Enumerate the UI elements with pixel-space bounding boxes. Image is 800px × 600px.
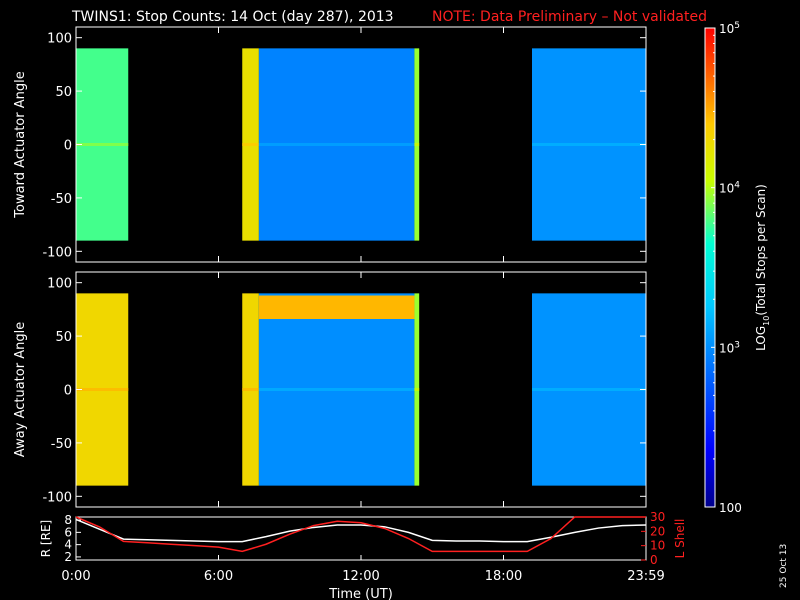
orbit-xlabel: Time (UT): [328, 587, 393, 600]
orbit-ylabel-right: L Shell: [673, 519, 687, 559]
toward-ytick-label: -100: [42, 245, 72, 260]
away-zero-stripe: [76, 388, 129, 391]
toward-zero-stripe: [242, 143, 259, 146]
toward-zero-stripe: [414, 143, 420, 146]
away-panel: 100 50 0 -50 -100 Away Actuator Angle: [13, 271, 647, 508]
orbit-xtick-label: 18:00: [485, 569, 522, 584]
orbit-left-ytick-label: 8: [64, 513, 72, 527]
page-title: TWINS1: Stop Counts: 14 Oct (day 287), 2…: [71, 9, 394, 25]
away-high-count-band: [258, 295, 415, 319]
orbit-left-ytick-label: 2: [64, 550, 72, 564]
orbit-right-ytick-label: 20: [650, 524, 665, 538]
colorbar-tick-label: 103: [719, 340, 740, 355]
orbit-xtick-label: 23:59: [627, 569, 664, 584]
toward-zero-stripe: [532, 143, 646, 146]
away-ylabel: Away Actuator Angle: [13, 322, 28, 457]
colorbar: 105 104 103 100 LOG10(Total Stops per Scan): [704, 21, 771, 515]
toward-ytick-label: 100: [47, 32, 72, 47]
colorbar-tick-label: 105: [719, 21, 740, 36]
orbit-right-ytick-label: 10: [650, 539, 665, 553]
orbit-right-ytick-label: 0: [650, 553, 658, 567]
away-zero-stripe: [242, 388, 259, 391]
toward-ylabel: Toward Actuator Angle: [13, 71, 28, 218]
orbit-xtick-label: 12:00: [342, 569, 379, 584]
colorbar-tick-label: 104: [719, 181, 740, 196]
toward-zero-stripe: [258, 143, 415, 146]
toward-panel: 100 50 0 -50 -100 Toward Actuator Angle: [13, 26, 647, 263]
orbit-right-ytick-label: 30: [650, 510, 665, 524]
toward-ytick-label: 50: [55, 85, 72, 100]
preliminary-note: NOTE: Data Preliminary – Not validated: [432, 9, 707, 25]
colorbar-tick-label: 100: [719, 501, 742, 515]
toward-zero-stripe: [76, 143, 129, 146]
r-series-line: [75, 518, 647, 543]
orbit-left-ytick-label: 4: [64, 538, 72, 552]
away-zero-stripe: [258, 388, 415, 391]
orbit-left-ytick-label: 6: [64, 525, 72, 539]
orbit-ylabel-left: R [RE]: [39, 520, 53, 557]
away-ytick-label: 100: [47, 277, 72, 292]
away-zero-stripe: [532, 388, 646, 391]
away-zero-stripe: [414, 388, 420, 391]
toward-ytick-label: -50: [51, 192, 72, 207]
orbit-xtick-label: 0:00: [61, 569, 90, 584]
footer-date: 25 Oct 13: [779, 544, 789, 588]
away-ytick-label: 50: [55, 330, 72, 345]
colorbar-label: LOG10(Total Stops per Scan): [754, 184, 771, 351]
toward-ytick-label: 0: [64, 139, 72, 154]
l-shell-series-line: [75, 516, 646, 553]
away-ytick-label: -50: [51, 437, 72, 452]
colorbar-ramp: [704, 27, 716, 508]
orbit-xtick-label: 6:00: [204, 569, 233, 584]
away-ytick-label: -100: [42, 490, 72, 505]
away-ytick-label: 0: [64, 384, 72, 399]
